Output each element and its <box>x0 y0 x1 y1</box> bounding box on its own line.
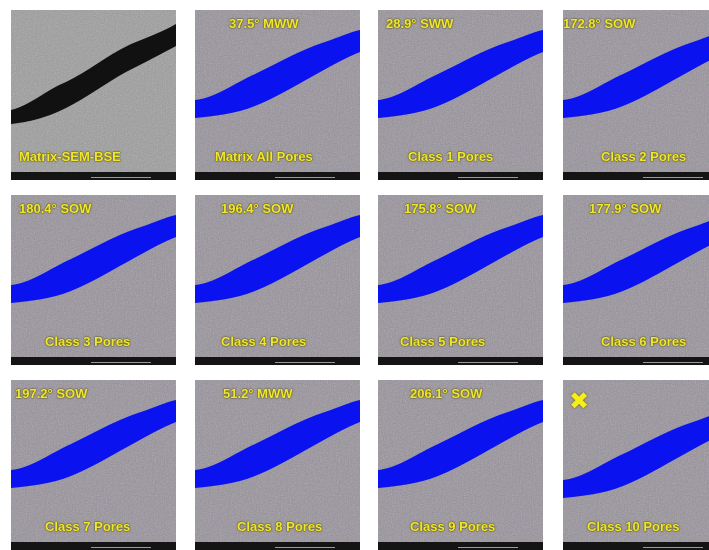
panel-class-9-pores: 206.1° SOW Class 9 Pores <box>378 380 543 550</box>
pore-map-image <box>195 10 360 180</box>
scale-bar <box>563 357 709 365</box>
panel-bottom-label: Matrix-SEM-BSE <box>19 149 121 164</box>
panel-matrix-sem-bse: Matrix-SEM-BSE <box>11 10 176 180</box>
panel-class-6-pores: 177.9° SOW Class 6 Pores <box>563 195 709 365</box>
panel-bottom-label: Class 10 Pores <box>587 519 680 534</box>
scale-bar <box>378 357 543 365</box>
panel-class-8-pores: 51.2° MWW Class 8 Pores <box>195 380 360 550</box>
panel-bottom-label: Class 4 Pores <box>221 334 307 349</box>
scale-bar <box>563 542 709 550</box>
scale-bar <box>11 172 176 180</box>
panel-bottom-label: Class 1 Pores <box>408 149 494 164</box>
cross-icon: ✖ <box>569 388 590 415</box>
panel-class-2-pores: 172.8° SOW Class 2 Pores <box>563 10 709 180</box>
panel-class-1-pores: 28.9° SWW Class 1 Pores <box>378 10 543 180</box>
panel-top-label: 180.4° SOW <box>19 201 92 216</box>
panel-bottom-label: Class 7 Pores <box>45 519 131 534</box>
panel-bottom-label: Class 9 Pores <box>410 519 496 534</box>
panel-top-label: 196.4° SOW <box>221 201 294 216</box>
panel-top-label: 206.1° SOW <box>410 386 483 401</box>
panel-top-label: 37.5° MWW <box>229 16 299 31</box>
pore-map-image <box>378 10 543 180</box>
panel-top-label: 51.2° MWW <box>223 386 293 401</box>
pore-map-image <box>378 195 543 365</box>
panel-bottom-label: Class 3 Pores <box>45 334 131 349</box>
panel-top-label: 28.9° SWW <box>386 16 454 31</box>
pore-map-image <box>563 10 709 180</box>
pore-map-image <box>11 380 176 550</box>
panel-top-label: 172.8° SOW <box>563 16 636 31</box>
scale-bar <box>195 542 360 550</box>
panel-top-label: 177.9° SOW <box>589 201 662 216</box>
scale-bar <box>378 172 543 180</box>
scale-bar <box>195 357 360 365</box>
panel-top-label: 175.8° SOW <box>404 201 477 216</box>
panel-matrix-all-pores: 37.5° MWW Matrix All Pores <box>195 10 360 180</box>
pore-map-image <box>563 195 709 365</box>
pore-map-image <box>563 380 709 550</box>
panel-class-4-pores: 196.4° SOW Class 4 Pores <box>195 195 360 365</box>
panel-class-3-pores: 180.4° SOW Class 3 Pores <box>11 195 176 365</box>
pore-map-image <box>378 380 543 550</box>
scale-bar <box>378 542 543 550</box>
scale-bar <box>195 172 360 180</box>
panel-bottom-label: Class 6 Pores <box>601 334 687 349</box>
panel-bottom-label: Class 5 Pores <box>400 334 486 349</box>
panel-class-10-pores: ✖ Class 10 Pores <box>563 380 709 550</box>
pore-map-image <box>195 195 360 365</box>
scale-bar <box>11 542 176 550</box>
panel-bottom-label: Class 2 Pores <box>601 149 687 164</box>
scale-bar <box>563 172 709 180</box>
pore-map-image <box>11 195 176 365</box>
scale-bar <box>11 357 176 365</box>
panel-class-7-pores: 197.2° SOW Class 7 Pores <box>11 380 176 550</box>
panel-top-label: 197.2° SOW <box>15 386 88 401</box>
pore-map-image <box>195 380 360 550</box>
panel-class-5-pores: 175.8° SOW Class 5 Pores <box>378 195 543 365</box>
panel-bottom-label: Matrix All Pores <box>215 149 313 164</box>
panel-bottom-label: Class 8 Pores <box>237 519 323 534</box>
sem-bse-image <box>11 10 176 180</box>
